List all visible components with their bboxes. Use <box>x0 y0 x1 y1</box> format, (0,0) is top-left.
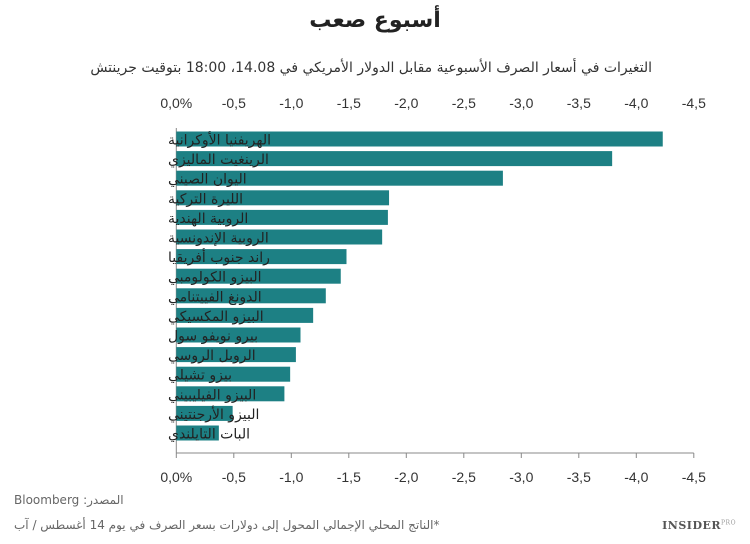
bar <box>176 170 503 186</box>
footnote: *الناتج المحلي الإجمالي المحول إلى دولار… <box>14 518 440 532</box>
bar <box>176 249 347 265</box>
category-label: البيزو المكسيكي <box>168 309 264 325</box>
bar <box>176 209 388 225</box>
x-tick-label-bottom: -1,5 <box>337 469 361 485</box>
bar <box>176 229 383 245</box>
source-note: المصدر: Bloomberg <box>14 493 124 507</box>
x-tick-label-bottom: -1,0 <box>279 469 303 485</box>
bar <box>176 405 233 421</box>
x-tick-label-bottom: -4,5 <box>682 469 706 485</box>
category-label: راند جنوب أفريقيا <box>168 248 270 266</box>
x-tick-label-bottom: 0,0% <box>160 469 192 485</box>
x-tick-label-top: -3,5 <box>567 95 591 111</box>
bar <box>176 386 285 402</box>
insider-pro-logo: INSIDERPRO <box>662 519 736 532</box>
bar <box>176 307 314 323</box>
category-label: بيزو تشيلي <box>168 368 232 384</box>
x-tick-label-top: -1,0 <box>279 95 303 111</box>
bar <box>176 268 341 284</box>
bar <box>176 131 663 147</box>
category-label: الروبية الهندية <box>168 211 248 227</box>
category-label: بيرو نويفو سول <box>168 329 258 345</box>
logo-sup: PRO <box>721 519 736 527</box>
category-label: البيزو الفيليبيني <box>168 387 256 403</box>
x-tick-label-top: -4,0 <box>624 95 648 111</box>
bar <box>176 190 390 206</box>
x-tick-label-bottom: -2,0 <box>394 469 418 485</box>
category-label: الروبل الروسي <box>168 348 256 364</box>
category-label: البات التايلندي <box>168 427 250 443</box>
chart-subtitle: التغيرات في أسعار الصرف الأسبوعية مقابل … <box>90 60 652 76</box>
x-tick-label-bottom: -3,0 <box>509 469 533 485</box>
category-label: اليوان الصيني <box>168 172 247 188</box>
bar <box>176 151 613 167</box>
category-label: الرينغيت الماليزي <box>168 152 269 168</box>
category-label: البيزو الكولومبي <box>168 270 262 286</box>
category-label: الهريفنيا الأوكرانية <box>168 131 271 149</box>
category-label: الروبية الإندونسية <box>168 231 269 247</box>
category-label: الليرة التركية <box>168 191 243 207</box>
bar <box>176 425 219 441</box>
x-tick-label-bottom: -2,5 <box>452 469 476 485</box>
bar <box>176 288 326 304</box>
category-label: الدونغ الفييتنامي <box>168 289 262 305</box>
x-tick-label-top: -0,5 <box>222 95 246 111</box>
bar <box>176 347 296 363</box>
x-tick-label-top: 0,0% <box>160 95 192 111</box>
x-tick-label-top: -4,5 <box>682 95 706 111</box>
x-tick-label-top: -2,5 <box>452 95 476 111</box>
bar <box>176 366 291 382</box>
x-tick-label-top: -3,0 <box>509 95 533 111</box>
category-label: البيزو الأرجنتيني <box>168 405 259 423</box>
bar <box>176 327 301 343</box>
x-tick-label-bottom: -4,0 <box>624 469 648 485</box>
logo-text: INSIDER <box>662 519 722 532</box>
chart-title: أسبوع صعب <box>309 8 441 33</box>
x-tick-label-bottom: -0,5 <box>222 469 246 485</box>
x-tick-label-top: -2,0 <box>394 95 418 111</box>
x-tick-label-bottom: -3,5 <box>567 469 591 485</box>
x-tick-label-top: -1,5 <box>337 95 361 111</box>
